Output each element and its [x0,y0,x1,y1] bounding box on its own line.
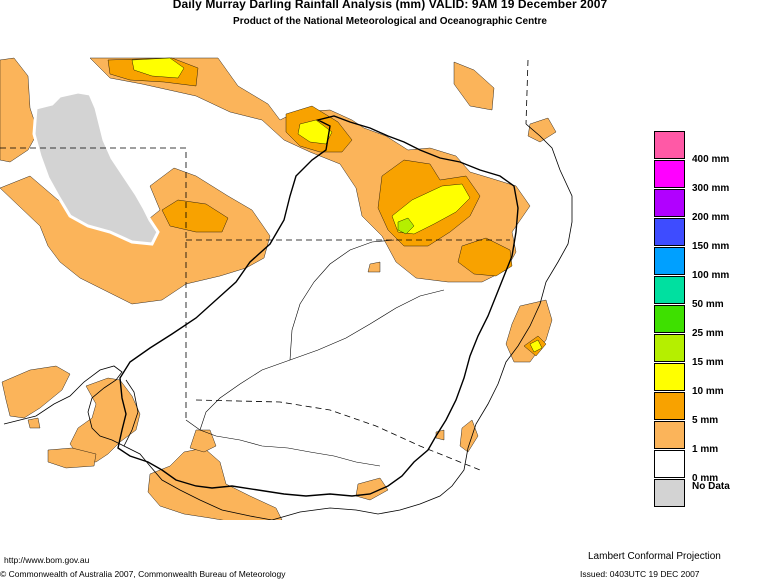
legend-swatch [654,160,685,188]
no-data-area [32,90,160,246]
map-subtitle: Product of the National Meteorological a… [233,16,547,27]
rain-area-west [0,57,39,163]
rain-10mm-coast [529,339,543,353]
rain-10mm-north [131,57,185,79]
projection-label: Lambert Conformal Projection [588,551,721,562]
map-title: Daily Murray Darling Rainfall Analysis (… [172,0,608,11]
coastline [3,123,573,520]
legend-label: 200 mm [692,212,730,223]
legend-label: 100 mm [692,270,730,281]
rain-area-ne-small [453,61,495,111]
legend-swatch [654,392,685,420]
state-borders [0,59,529,471]
legend-swatch [654,450,685,478]
legend-swatch [654,479,685,507]
legend-label: No Data [692,481,730,492]
rainfall-15mm-areas [397,217,415,235]
legend-label: 400 mm [692,154,730,165]
legend-label: 1 mm [692,444,719,455]
footer-copyright: © Commonwealth of Australia 2007, Common… [0,569,286,579]
rivers [185,239,445,467]
legend-swatch [654,421,685,449]
legend-swatch [654,334,685,362]
legend-swatch [654,189,685,217]
legend-swatch [654,247,685,275]
legend-swatch [654,131,685,159]
issued-label: Issued: 0403UTC 19 DEC 2007 [580,569,700,579]
rain-area-sa-peninsula [69,377,141,463]
legend-swatch [654,218,685,246]
legend-label: 10 mm [692,386,724,397]
rainfall-10mm-areas [131,57,543,353]
rain-area-sa-island [47,447,97,469]
legend-label: 15 mm [692,357,724,368]
legend-swatch [654,305,685,333]
legend-label: 150 mm [692,241,730,252]
legend-label: 5 mm [692,415,719,426]
rain-area-coast-south [459,419,479,453]
rain-area-vic-west [189,429,217,453]
rain-area-small-1 [367,261,381,273]
legend-label: 25 mm [692,328,724,339]
rain-area-coast-ne [527,117,557,143]
footer-url: http://www.bom.gov.au [4,555,90,565]
rainfall-map [0,57,573,520]
rain-15mm-peak [397,217,415,235]
coastline-sa-gulf [123,379,139,447]
basin-boundary [117,115,519,497]
rain-area-sa-small [27,417,41,429]
rain-area-victoria [147,447,283,520]
rain-5mm-west [161,199,229,233]
legend-swatch [654,276,685,304]
legend-label: 0 mm [692,473,719,484]
legend-label: 300 mm [692,183,730,194]
legend-label: 50 mm [692,299,724,310]
rain-10mm-north-east [297,119,333,145]
legend-swatch [654,363,685,391]
rain-area-sa-gulf [1,365,71,419]
rain-area-alps [355,477,389,501]
